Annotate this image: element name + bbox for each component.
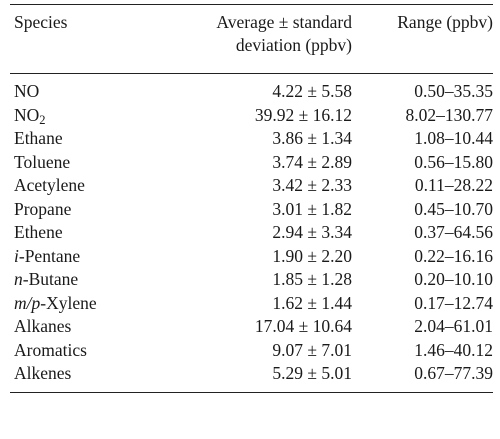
species-name: Ethane xyxy=(14,128,63,148)
species-name: Acetylene xyxy=(14,175,85,195)
average-cell: 39.92 ± 16.12 xyxy=(254,104,352,125)
species-name: -Pentane xyxy=(18,245,81,266)
table-row: Toluene 3.74 ± 2.89 0.56–15.80 xyxy=(10,151,493,175)
average-cell: 5.29 ± 5.01 xyxy=(272,363,352,383)
top-rule xyxy=(10,4,493,5)
species-name: Toluene xyxy=(14,151,71,172)
table-row: Ethene 2.94 ± 3.34 0.37–64.56 xyxy=(10,221,493,245)
range-cell: 0.56–15.80 xyxy=(414,151,493,172)
average-cell: 3.42 ± 2.33 xyxy=(272,175,352,195)
header-average-line2: deviation (ppbv) xyxy=(235,35,352,55)
species-name: Aromatics xyxy=(14,339,87,360)
species-name: Alkanes xyxy=(14,316,72,336)
species-cell: Alkenes xyxy=(10,362,164,386)
species-cell: Ethane xyxy=(10,127,164,151)
species-subscript: 2 xyxy=(39,112,46,127)
species-cell: Alkanes xyxy=(10,315,164,339)
species-name: NO xyxy=(14,81,40,101)
table-row: m/p-Xylene 1.62 ± 1.44 0.17–12.74 xyxy=(10,292,493,316)
table-header: Species Average ± standard deviation (pp… xyxy=(10,5,493,66)
header-species: Species xyxy=(14,12,68,32)
average-cell: 9.07 ± 7.01 xyxy=(272,339,352,360)
species-cell: NO2 xyxy=(10,104,164,128)
average-cell: 3.74 ± 2.89 xyxy=(272,151,352,172)
table-row: i-Pentane 1.90 ± 2.20 0.22–16.16 xyxy=(10,245,493,269)
species-cell: Acetylene xyxy=(10,174,164,198)
average-cell: 1.62 ± 1.44 xyxy=(272,292,352,313)
range-cell: 0.67–77.39 xyxy=(414,363,493,383)
table-body: NO 4.22 ± 5.58 0.50–35.35 NO2 39.92 ± 16.12 8… xyxy=(10,74,493,386)
species-name: Propane xyxy=(14,198,72,219)
table-row: NO 4.22 ± 5.58 0.50–35.35 xyxy=(10,80,493,104)
header-average: Average ± standard deviation (ppbv) xyxy=(164,11,352,57)
species-cell: Aromatics xyxy=(10,339,164,363)
average-cell: 17.04 ± 10.64 xyxy=(254,316,352,336)
range-cell: 0.17–12.74 xyxy=(414,292,493,313)
species-prefix: m/p xyxy=(14,292,41,313)
species-name: Alkenes xyxy=(14,363,72,383)
range-cell: 0.20–10.10 xyxy=(414,269,493,289)
table-row: n-Butane 1.85 ± 1.28 0.20–10.10 xyxy=(10,268,493,292)
range-cell: 1.46–40.12 xyxy=(414,339,493,360)
header-range: Range (ppbv) xyxy=(397,12,493,32)
species-name: NO xyxy=(14,104,40,125)
range-cell: 0.45–10.70 xyxy=(414,198,493,219)
species-cell: i-Pentane xyxy=(10,245,164,269)
species-prefix: i xyxy=(14,245,19,266)
range-cell: 1.08–10.44 xyxy=(414,128,493,148)
species-prefix: n xyxy=(14,269,23,289)
species-cell: Ethene xyxy=(10,221,164,245)
species-cell: n-Butane xyxy=(10,268,164,292)
species-name: -Xylene xyxy=(40,292,97,313)
table-row: Alkenes 5.29 ± 5.01 0.67–77.39 xyxy=(10,362,493,386)
species-cell: NO xyxy=(10,80,164,104)
average-cell: 1.85 ± 1.28 xyxy=(272,269,352,289)
header-rule xyxy=(10,73,493,74)
table-row: Acetylene 3.42 ± 2.33 0.11–28.22 xyxy=(10,174,493,198)
average-cell: 3.01 ± 1.82 xyxy=(272,198,352,219)
table-row: NO2 39.92 ± 16.12 8.02–130.77 xyxy=(10,104,493,128)
species-cell: Toluene xyxy=(10,151,164,175)
range-cell: 0.11–28.22 xyxy=(414,175,493,195)
data-table: Species Average ± standard deviation (pp… xyxy=(10,0,493,393)
range-cell: 2.04–61.01 xyxy=(414,316,493,336)
average-cell: 3.86 ± 1.34 xyxy=(272,128,352,148)
header-average-line1: Average ± standard xyxy=(216,12,352,32)
table-row: Alkanes 17.04 ± 10.64 2.04–61.01 xyxy=(10,315,493,339)
species-name: -Butane xyxy=(22,269,79,289)
average-cell: 2.94 ± 3.34 xyxy=(272,222,352,242)
species-name: Ethene xyxy=(14,222,63,242)
table-row: Aromatics 9.07 ± 7.01 1.46–40.12 xyxy=(10,339,493,363)
range-cell: 0.37–64.56 xyxy=(414,222,493,242)
average-cell: 1.90 ± 2.20 xyxy=(272,245,352,266)
range-cell: 8.02–130.77 xyxy=(405,104,494,125)
bottom-rule xyxy=(10,391,493,393)
table-row: Propane 3.01 ± 1.82 0.45–10.70 xyxy=(10,198,493,222)
species-cell: m/p-Xylene xyxy=(10,292,164,316)
species-cell: Propane xyxy=(10,198,164,222)
range-cell: 0.50–35.35 xyxy=(414,81,493,101)
average-cell: 4.22 ± 5.58 xyxy=(272,81,352,101)
range-cell: 0.22–16.16 xyxy=(414,245,493,266)
table-row: Ethane 3.86 ± 1.34 1.08–10.44 xyxy=(10,127,493,151)
